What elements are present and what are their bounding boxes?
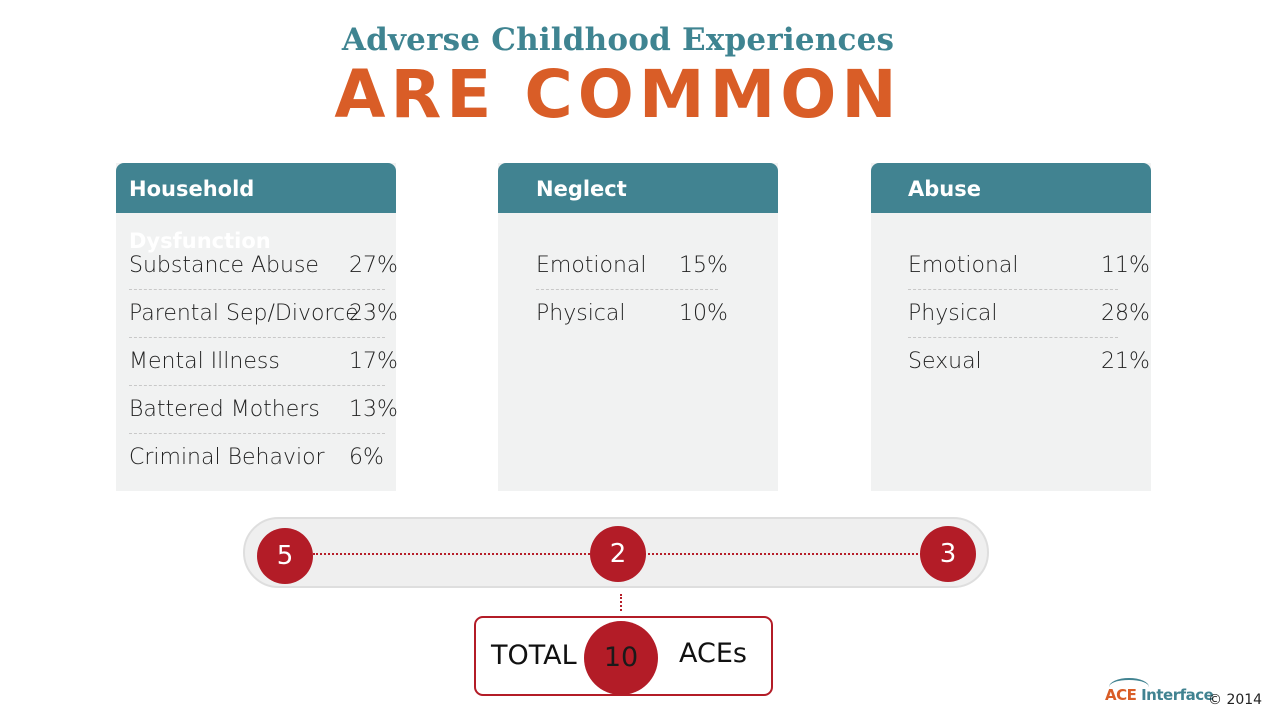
item-label: Emotional <box>908 253 1019 278</box>
item-percent: 6% <box>349 445 384 470</box>
household-count-badge: 5 <box>257 528 313 584</box>
item-label: Sexual <box>908 349 982 374</box>
copyright: © 2014 <box>1208 692 1263 708</box>
item-label: Physical <box>536 301 626 326</box>
item-percent: 10% <box>679 301 728 326</box>
item-percent: 23% <box>349 301 398 326</box>
item-list: Emotional 11% Physical 28% Sexual 21% <box>871 245 1151 389</box>
divider <box>129 337 385 338</box>
list-item: Parental Sep/Divorce 23% <box>116 293 398 341</box>
household-dysfunction-card: Household Dysfunction Substance Abuse 27… <box>116 163 398 491</box>
card-heading: Household Dysfunction <box>116 163 396 253</box>
item-percent: 13% <box>349 397 398 422</box>
total-unit: ACEs <box>679 638 747 669</box>
logo-text-interface: Interface <box>1141 686 1214 704</box>
item-label: Parental Sep/Divorce <box>129 301 359 326</box>
list-item: Physical 28% <box>871 293 1151 341</box>
item-label: Mental Illness <box>129 349 280 374</box>
logo-text-ace: ACE <box>1105 686 1142 704</box>
divider <box>129 289 385 290</box>
item-percent: 21% <box>1101 349 1150 374</box>
list-item: Emotional 11% <box>871 245 1151 293</box>
logo-arc <box>1109 678 1149 696</box>
neglect-count-badge: 2 <box>590 526 646 582</box>
item-label: Physical <box>908 301 998 326</box>
divider <box>129 385 385 386</box>
divider <box>536 289 718 290</box>
total-value-badge: 10 <box>584 621 658 695</box>
item-list: Emotional 15% Physical 10% <box>498 245 778 341</box>
divider <box>129 433 385 434</box>
card-heading: Abuse <box>871 163 1151 213</box>
item-label: Battered Mothers <box>129 397 320 422</box>
abuse-card: Abuse Emotional 11% Physical 28% Sexual … <box>871 163 1151 491</box>
ace-interface-logo: ACE Interface <box>1105 686 1214 704</box>
neglect-card: Neglect Emotional 15% Physical 10% <box>498 163 778 491</box>
item-percent: 17% <box>349 349 398 374</box>
item-list: Substance Abuse 27% Parental Sep/Divorce… <box>116 245 398 485</box>
item-percent: 27% <box>349 253 398 278</box>
total-connector <box>620 594 622 611</box>
list-item: Sexual 21% <box>871 341 1151 389</box>
item-label: Criminal Behavior <box>129 445 325 470</box>
item-percent: 15% <box>679 253 728 278</box>
item-label: Emotional <box>536 253 647 278</box>
item-percent: 28% <box>1101 301 1150 326</box>
card-heading: Neglect <box>498 163 778 213</box>
item-percent: 11% <box>1101 253 1150 278</box>
title-main: ARE COMMON <box>334 56 902 133</box>
title-top: Adverse Childhood Experiences <box>341 22 895 58</box>
list-item: Mental Illness 17% <box>116 341 398 389</box>
total-label: TOTAL <box>491 640 577 671</box>
divider <box>908 337 1118 338</box>
list-item: Battered Mothers 13% <box>116 389 398 437</box>
list-item: Substance Abuse 27% <box>116 245 398 293</box>
list-item: Physical 10% <box>498 293 778 341</box>
item-label: Substance Abuse <box>129 253 319 278</box>
divider <box>908 289 1118 290</box>
abuse-count-badge: 3 <box>920 526 976 582</box>
list-item: Criminal Behavior 6% <box>116 437 396 485</box>
list-item: Emotional 15% <box>498 245 778 293</box>
